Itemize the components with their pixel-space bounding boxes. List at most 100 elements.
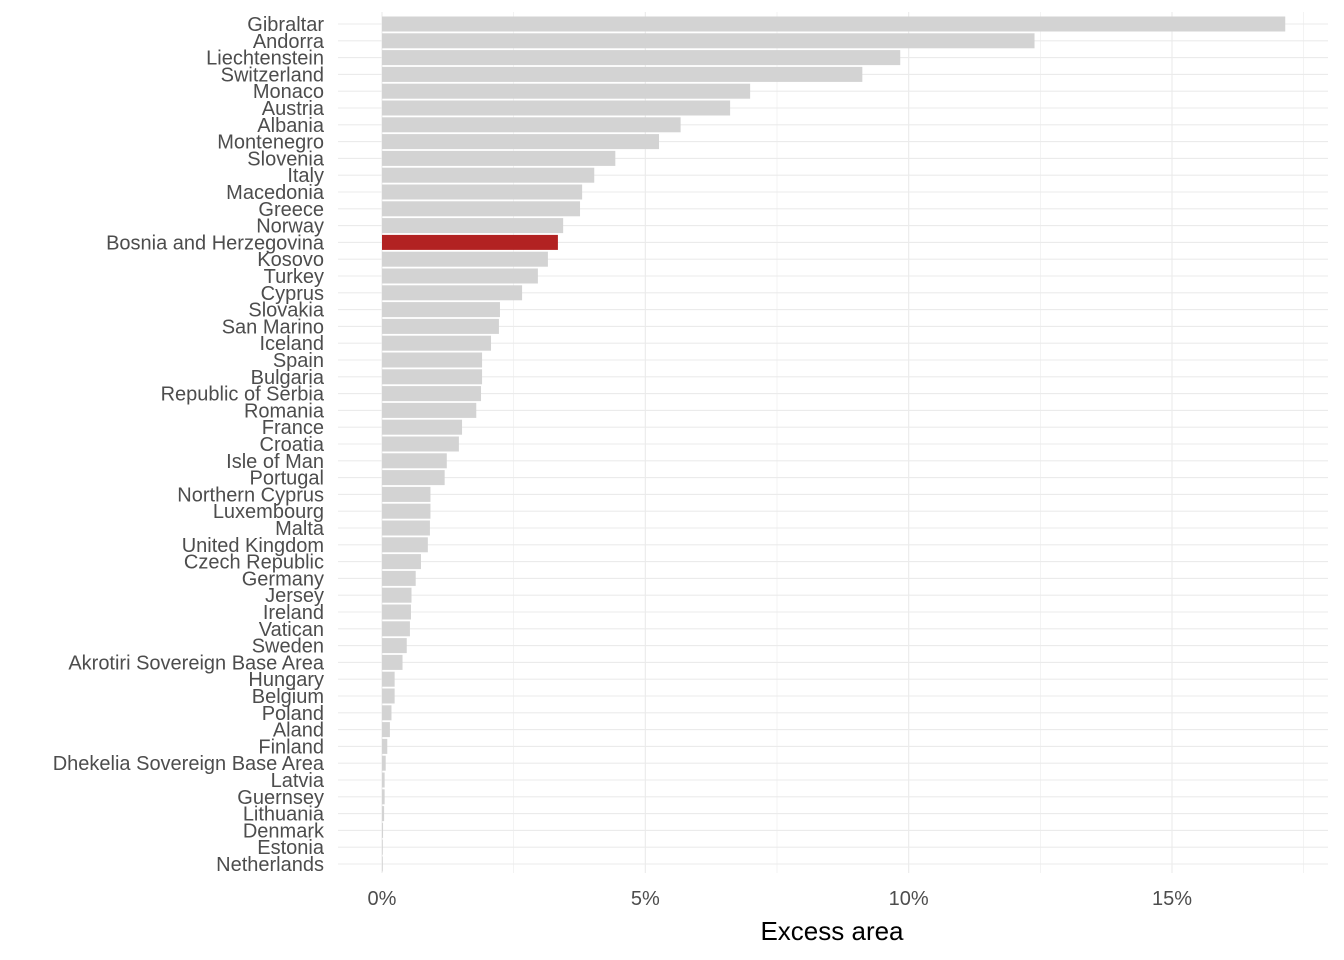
category-label: Slovakia [248,300,324,322]
bar [382,554,421,570]
bar [382,352,483,368]
bar [382,570,416,586]
category-label: Sweden [252,636,324,658]
category-label: Kosovo [257,249,324,271]
bar [382,839,383,855]
category-label: Gibraltar [247,14,324,36]
category-label: Ireland [263,602,324,624]
category-label: Norway [256,216,324,238]
category-label: Isle of Man [226,451,324,473]
category-labels: GibraltarAndorraLiechtensteinSwitzerland… [53,14,325,876]
category-label: Guernsey [237,787,324,809]
category-label: Liechtenstein [206,48,324,70]
bar [382,503,431,519]
bar [382,587,412,603]
bar [382,638,407,654]
category-label: Austria [262,98,325,120]
category-label: Andorra [253,31,325,53]
category-label: Northern Cyprus [177,484,324,506]
bar [382,50,901,66]
category-label: Bosnia and Herzegovina [106,232,325,254]
category-label: United Kingdom [182,535,324,557]
bar [382,150,616,166]
bar [382,251,548,267]
category-label: Bulgaria [251,367,325,389]
bar [382,688,395,704]
category-label: Belgium [252,686,324,708]
category-label: Republic of Serbia [161,384,325,406]
category-label: Portugal [250,468,325,490]
bar [382,705,392,721]
category-label: Croatia [260,434,325,456]
category-label: Albania [257,115,325,137]
bar [382,201,581,217]
bar [382,134,660,150]
bar-highlighted [382,234,558,250]
category-label: Malta [275,518,325,540]
category-label: Netherlands [216,854,324,876]
bar [382,66,863,82]
category-label: Slovenia [247,148,325,170]
bar [382,218,564,234]
bar [382,100,731,116]
category-label: Spain [273,350,324,372]
bar [382,738,388,754]
category-label: Romania [244,400,325,422]
category-label: Hungary [248,669,324,691]
bar [382,83,751,99]
bar [382,419,463,435]
bars [382,16,1286,872]
category-label: Macedonia [226,182,325,204]
bar [382,621,410,637]
category-label: Italy [287,165,324,187]
category-label: Dhekelia Sovereign Base Area [53,753,325,775]
category-label: Cyprus [261,283,324,305]
bar [382,167,595,183]
bar [382,604,411,620]
category-label: Turkey [264,266,324,288]
bar [382,520,430,536]
bar [382,654,403,670]
category-label: Iceland [260,333,325,355]
bar [382,856,383,872]
bar [382,335,492,351]
x-tick-label: 0% [368,888,397,910]
bar [382,318,499,334]
category-label: France [262,417,324,439]
category-label: Switzerland [221,64,324,86]
category-label: San Marino [222,316,324,338]
bar [382,16,1286,32]
bar [382,184,583,200]
x-tick-label: 5% [631,888,660,910]
category-label: Finland [258,736,324,758]
x-axis-title: Excess area [760,916,904,946]
bar [382,369,483,385]
bar [382,772,385,788]
bar [382,453,447,469]
bar [382,806,385,822]
bar [382,722,390,738]
bar [382,671,395,687]
bar [382,302,500,318]
category-label: Monaco [253,81,324,103]
bar [382,436,459,452]
bar [382,402,477,418]
category-label: Lithuania [243,804,325,826]
bar [382,822,384,838]
category-label: Germany [242,568,324,590]
bar [382,117,681,133]
bar [382,537,428,553]
bar [382,755,386,771]
bar [382,789,385,805]
category-label: Vatican [259,619,324,641]
bar [382,470,445,486]
category-label: Estonia [257,837,325,859]
bar [382,285,523,301]
category-label: Luxembourg [213,501,324,523]
x-tick-labels: 0% 5% 10% 15% [368,888,1193,910]
category-label: Greece [258,199,324,221]
bar [382,268,538,284]
bar [382,386,482,402]
category-label: Akrotiri Sovereign Base Area [68,652,325,674]
